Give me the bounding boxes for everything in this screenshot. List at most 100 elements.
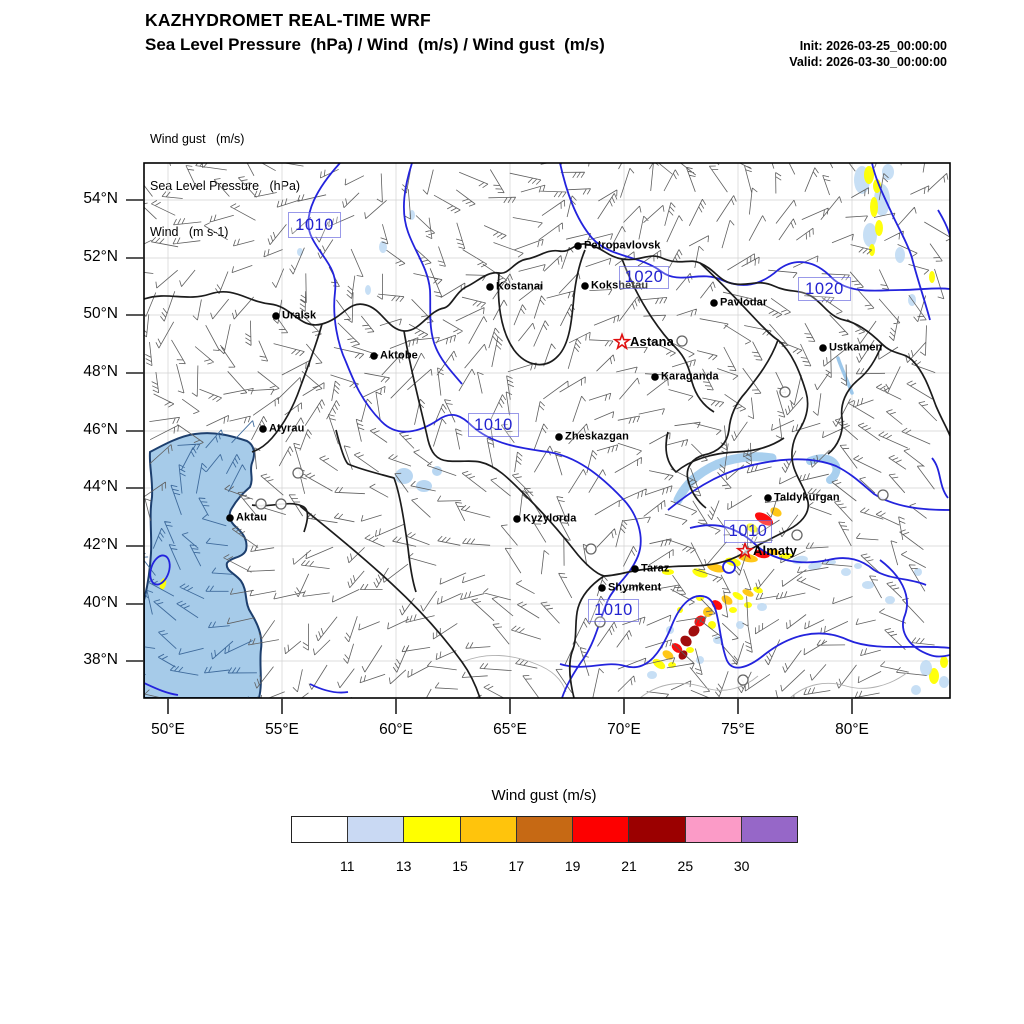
valid-timestamp: Valid: 2026-03-30_00:00:00 (789, 55, 947, 69)
capital-star-icon (735, 541, 755, 560)
city-dot-icon (574, 242, 582, 250)
lat-axis-label: 46°N (83, 421, 118, 438)
legend-sea-level-pressure: Sea Level Pressure (hPa) (150, 178, 301, 193)
colorbar-cell (404, 817, 461, 842)
colorbar-cell (348, 817, 405, 842)
title-block: KAZHYDROMET REAL-TIME WRF Sea Level Pres… (145, 10, 605, 55)
legend-wind: Wind (m s-1) (150, 225, 229, 239)
colorbar-title: Wind gust (m/s) (491, 787, 597, 804)
pressure-contours (144, 163, 950, 698)
capital-star-icon (612, 332, 632, 351)
wind-gust-shading (159, 164, 949, 695)
colorbar-tick-label: 25 (677, 858, 694, 874)
wind-barbs-land (144, 163, 950, 698)
town-circle (594, 616, 606, 628)
colorbar (291, 816, 798, 843)
town-circle (877, 489, 889, 501)
axis-ticks (126, 199, 853, 714)
city-label-astana: Astana (630, 333, 674, 349)
city-dot-icon (631, 565, 639, 573)
init-timestamp: Init: 2026-03-25_00:00:00 (799, 39, 947, 53)
pressure-label-1020: 1020 (619, 266, 669, 289)
lat-axis-label: 42°N (83, 536, 118, 553)
region-borders (144, 243, 950, 698)
lon-axis-label: 75°E (721, 721, 755, 738)
colorbar-tick-label: 17 (508, 858, 525, 874)
city-label-shymkent: Shymkent (608, 581, 662, 594)
city-label-taldykurgan: Taldykurgan (774, 491, 840, 504)
city-dot-icon (513, 515, 521, 523)
pressure-label-1010: 1010 (288, 212, 341, 238)
city-dot-icon (259, 425, 267, 433)
lat-axis-label: 52°N (83, 248, 118, 265)
lat-axis-label: 50°N (83, 305, 118, 322)
wind-barbs-sea (144, 420, 257, 698)
lat-axis-label: 44°N (83, 478, 118, 495)
pressure-label-1010: 1010 (588, 599, 639, 622)
city-dot-icon (819, 344, 827, 352)
lon-axis-label: 70°E (607, 721, 641, 738)
lat-axis-label: 40°N (83, 594, 118, 611)
lake-zaysan (836, 356, 854, 395)
lat-axis-label: 38°N (83, 651, 118, 668)
variables-legend: Wind gust (m/s) Sea Level Pressure (hPa)… (150, 101, 300, 272)
city-label-taraz: Taraz (641, 562, 670, 575)
city-dot-icon (651, 373, 659, 381)
aral-sea-2 (416, 480, 432, 492)
colorbar-tick-label: 15 (452, 858, 468, 874)
lat-axis-label: 54°N (83, 190, 118, 207)
legend-wind-gust: Wind gust (m/s) (150, 132, 245, 146)
aral-sea-3 (432, 466, 442, 476)
lon-axis-label: 50°E (151, 721, 185, 738)
lakes (395, 356, 854, 505)
town-circle (779, 386, 791, 398)
town-circle (676, 335, 688, 347)
timestamp-block: Init: 2026-03-25_00:00:00 Valid: 2026-03… (789, 38, 947, 70)
lat-axis-label: 48°N (83, 363, 118, 380)
city-dot-icon (710, 299, 718, 307)
colorbar-cell (460, 817, 517, 842)
city-label-aktobe: Aktobe (380, 349, 418, 362)
city-label-petropavlovsk: Petropavlovsk (584, 239, 661, 252)
city-label-ustkamen: Ustkamen (829, 341, 883, 354)
city-dot-icon (272, 312, 280, 320)
city-dot-icon (486, 283, 494, 291)
city-markers (226, 242, 827, 592)
city-label-aktau: Aktau (236, 511, 268, 524)
colorbar-cell (629, 817, 686, 842)
city-label-atyrau: Atyrau (269, 422, 305, 435)
town-circle-markers (255, 335, 889, 686)
pressure-label-1010: 1010 (468, 413, 519, 437)
pressure-label-1010: 1010 (724, 520, 772, 543)
city-label-pavlodar: Pavlodar (720, 296, 768, 309)
city-dot-icon (555, 433, 563, 441)
city-label-kostanai: Kostanai (496, 280, 544, 293)
page-subtitle: Sea Level Pressure (hPa) / Wind (m/s) / … (145, 35, 605, 54)
city-dot-icon (370, 352, 378, 360)
city-label-karaganda: Karaganda (661, 370, 719, 383)
secondary-borders (461, 654, 909, 698)
colorbar-cell (741, 817, 797, 842)
colorbar-cell (685, 817, 742, 842)
page-title: KAZHYDROMET REAL-TIME WRF (145, 10, 431, 30)
aral-sea (395, 468, 413, 484)
town-circle (585, 543, 597, 555)
colorbar-cell (516, 817, 574, 842)
city-dot-icon (598, 584, 606, 592)
city-label-uralsk: Uralsk (282, 309, 317, 322)
colorbar-tick-label: 11 (340, 858, 355, 874)
colorbar-tick-label: 13 (395, 858, 412, 874)
colorbar-cell (292, 817, 349, 842)
town-circle (791, 529, 803, 541)
city-dot-icon (581, 282, 589, 290)
city-label-almaty: Almaty (753, 542, 797, 558)
town-circle (292, 467, 304, 479)
colorbar-tick-label: 19 (564, 858, 581, 874)
city-dot-icon (764, 494, 772, 502)
lon-axis-label: 60°E (379, 721, 413, 738)
colorbar-tick-label: 30 (733, 858, 750, 874)
city-dot-icon (226, 514, 234, 522)
town-circle (255, 498, 267, 510)
